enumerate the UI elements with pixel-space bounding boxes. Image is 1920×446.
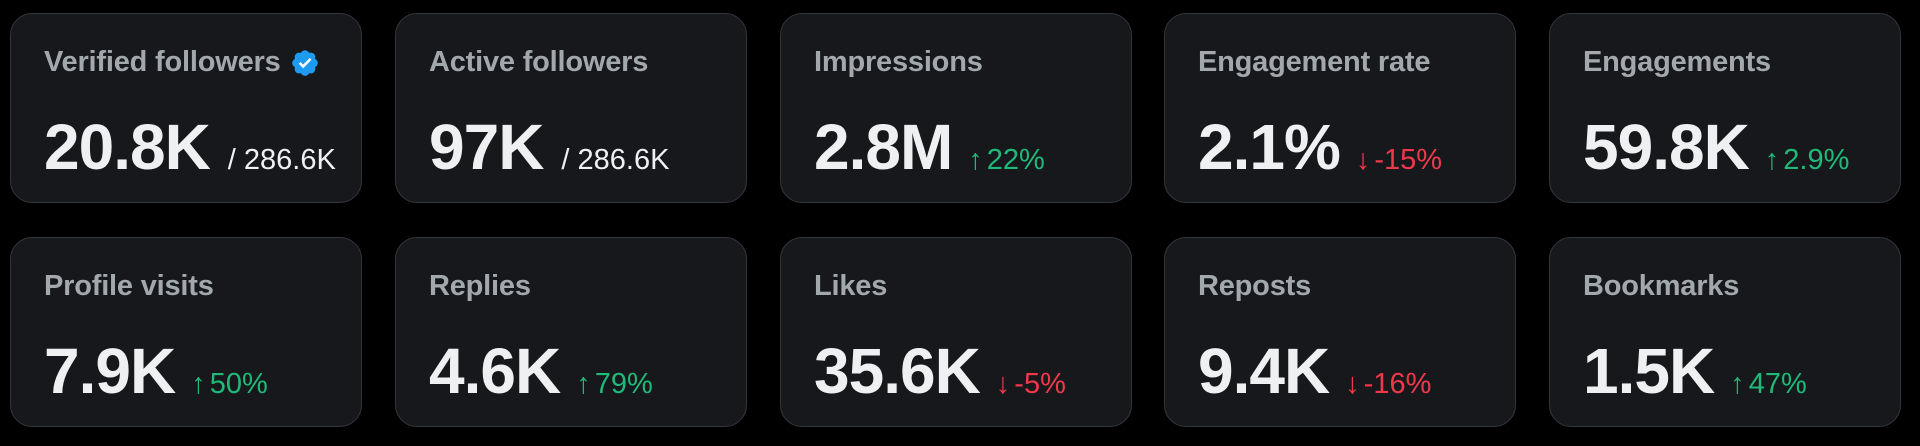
card-label-text: Impressions [814, 46, 983, 78]
card-delta: ↓ -15% [1356, 144, 1442, 177]
card-value: 4.6K [429, 335, 561, 407]
card-label: Verified followers [44, 46, 320, 79]
card-delta-text: 47% [1748, 368, 1807, 400]
card-value-row: 7.9K ↑ 50% [44, 334, 268, 408]
arrow-up-icon: ↑ [191, 368, 206, 400]
card-value-row: 59.8K ↑ 2.9% [1583, 110, 1849, 184]
card-profile-visits: Profile visits 7.9K ↑ 50% [10, 237, 362, 427]
card-delta: ↓ -16% [1345, 368, 1431, 401]
arrow-down-icon: ↓ [1355, 144, 1371, 176]
arrow-down-icon: ↓ [995, 368, 1011, 400]
card-value: 35.6K [814, 335, 981, 407]
card-delta-text: 50% [209, 368, 268, 400]
card-total: / 286.6K [227, 144, 336, 176]
card-value: 2.1% [1198, 111, 1341, 183]
verified-badge-icon [291, 49, 318, 76]
card-delta: ↑ 50% [191, 368, 268, 401]
card-delta-text: 79% [594, 368, 653, 400]
card-value: 20.8K [44, 111, 211, 183]
card-value-row: 2.8M ↑ 22% [814, 110, 1045, 184]
card-delta: ↑ 79% [576, 368, 653, 401]
card-label: Profile visits [44, 270, 214, 303]
card-reposts: Reposts 9.4K ↓ -16% [1164, 237, 1516, 427]
card-total: / 286.6K [561, 144, 670, 176]
card-verified-followers: Verified followers 20.8K / 286.6K [10, 13, 362, 203]
arrow-down-icon: ↓ [1345, 368, 1360, 400]
card-value-row: 20.8K / 286.6K [44, 110, 336, 184]
card-delta-text: 22% [986, 144, 1045, 176]
card-value: 97K [429, 111, 544, 183]
arrow-up-icon: ↑ [576, 368, 591, 400]
card-value-row: 35.6K ↓ -5% [814, 334, 1066, 408]
card-delta: ↑ 2.9% [1765, 144, 1850, 177]
card-value-row: 2.1% ↓ -15% [1198, 110, 1442, 184]
card-label: Replies [429, 270, 531, 303]
card-active-followers: Active followers 97K / 286.6K [395, 13, 747, 203]
card-label: Reposts [1198, 270, 1311, 303]
card-value-row: 1.5K ↑ 47% [1583, 334, 1807, 408]
card-value-row: 9.4K ↓ -16% [1198, 334, 1431, 408]
card-delta-text: -5% [1014, 368, 1066, 400]
card-label-text: Engagement rate [1198, 46, 1431, 78]
card-value: 7.9K [44, 335, 176, 407]
card-label-text: Replies [429, 270, 531, 302]
card-engagement-rate: Engagement rate 2.1% ↓ -15% [1164, 13, 1516, 203]
card-value-row: 4.6K ↑ 79% [429, 334, 653, 408]
card-label: Impressions [814, 46, 983, 79]
card-likes: Likes 35.6K ↓ -5% [780, 237, 1132, 427]
card-bookmarks: Bookmarks 1.5K ↑ 47% [1549, 237, 1901, 427]
card-delta: ↑ 47% [1730, 368, 1807, 401]
card-replies: Replies 4.6K ↑ 79% [395, 237, 747, 427]
arrow-up-icon: ↑ [1764, 144, 1780, 176]
card-label-text: Active followers [429, 46, 649, 78]
card-label-text: Verified followers [44, 46, 281, 78]
card-value: 9.4K [1198, 335, 1330, 407]
card-label: Bookmarks [1583, 270, 1739, 303]
arrow-up-icon: ↑ [1730, 368, 1745, 400]
card-label: Active followers [429, 46, 648, 79]
card-engagements: Engagements 59.8K ↑ 2.9% [1549, 13, 1901, 203]
card-value: 59.8K [1583, 111, 1750, 183]
card-value-row: 97K / 286.6K [429, 110, 669, 184]
card-label: Engagement rate [1198, 46, 1430, 79]
card-label-text: Bookmarks [1583, 270, 1740, 302]
card-delta: ↓ -5% [996, 368, 1066, 401]
arrow-up-icon: ↑ [968, 144, 983, 176]
card-delta-text: -16% [1363, 368, 1432, 400]
card-delta-text: -15% [1374, 144, 1443, 176]
card-value: 1.5K [1583, 335, 1715, 407]
card-delta-text: 2.9% [1783, 144, 1850, 176]
card-label: Engagements [1583, 46, 1771, 79]
card-impressions: Impressions 2.8M ↑ 22% [780, 13, 1132, 203]
card-delta: ↑ 22% [968, 144, 1045, 177]
card-label-text: Profile visits [44, 270, 214, 302]
card-label: Likes [814, 270, 887, 303]
card-label-text: Reposts [1198, 270, 1312, 302]
card-label-text: Likes [814, 270, 888, 302]
card-label-text: Engagements [1583, 46, 1771, 78]
card-value: 2.8M [814, 111, 953, 183]
